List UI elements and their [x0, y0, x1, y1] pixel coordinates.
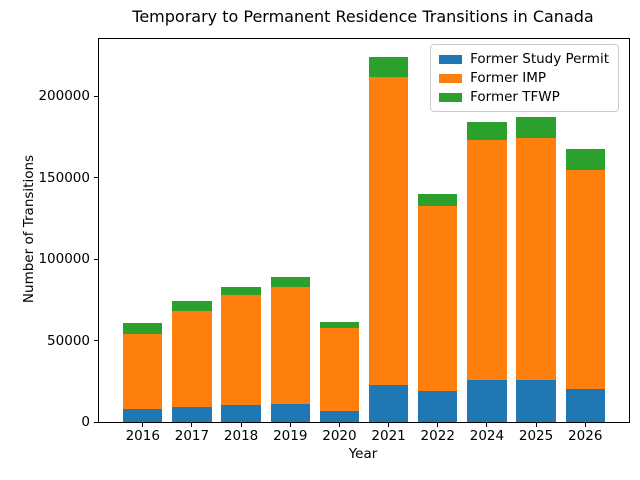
x-tick-mark — [388, 423, 390, 427]
x-tick-mark — [486, 423, 488, 427]
x-tick-label: 2025 — [518, 428, 554, 444]
x-tick-mark — [240, 423, 242, 427]
bar-segment-2021-former-imp — [368, 77, 409, 386]
x-tick-mark — [584, 423, 586, 427]
y-tick-mark — [94, 340, 98, 341]
bar-segment-2024-former-imp — [467, 140, 507, 381]
plot-area: 2016 2017 2018 2019 2020 2021 2022 2024 2025 2026… — [38, 38, 630, 444]
bar-segment-2016-former-study-permit — [123, 408, 163, 422]
x-tick-label: 2024 — [469, 428, 505, 444]
y-tick-label: 0 — [81, 414, 90, 430]
bar-segment-2017-former-study-permit — [172, 407, 212, 422]
x-axis-label: Year — [348, 446, 378, 462]
x-tick-mark — [289, 423, 291, 427]
y-axis-label: Number of Transitions — [21, 154, 37, 304]
y-tick-label: 50000 — [47, 332, 90, 349]
x-tick-label: 2020 — [322, 428, 357, 444]
bar-segment-2016-former-imp — [123, 334, 163, 409]
legend-entry: Former TFWP — [439, 89, 609, 105]
legend-entry: Former Study Permit — [439, 51, 609, 67]
x-tick-label: 2019 — [273, 428, 308, 444]
x-tick-label: 2022 — [420, 428, 455, 444]
bar-segment-2022-former-tfwp — [418, 193, 458, 207]
x-tick-mark — [437, 423, 439, 427]
y-tick-mark — [94, 95, 98, 97]
x-tick-mark — [338, 423, 340, 427]
bar-segment-2017-former-tfwp — [172, 300, 212, 312]
bar-segment-2022-former-imp — [418, 206, 458, 392]
x-tick-label: 2018 — [223, 428, 259, 444]
x-tick-mark — [191, 423, 193, 427]
legend-entry: Former IMP — [439, 70, 609, 86]
legend: Former Study Permit Former IMP Former TFWP — [430, 44, 619, 112]
bar-segment-2024-former-study-permit — [467, 380, 507, 422]
bar-segment-2025-former-tfwp — [516, 117, 556, 139]
bar-segment-2020-former-tfwp — [319, 321, 360, 329]
y-tick-mark — [94, 177, 98, 179]
y-tick-label: 200000 — [38, 88, 90, 105]
y-tick-mark — [94, 258, 98, 260]
bar-segment-2026-former-tfwp — [565, 149, 605, 171]
bar-segment-2025-former-study-permit — [516, 380, 556, 422]
legend-label: Former IMP — [470, 70, 547, 86]
x-tick-label: 2026 — [568, 428, 603, 444]
bar-segment-2021-former-tfwp — [368, 56, 409, 78]
y-tick-label: 150000 — [38, 169, 90, 186]
bar-segment-2016-former-tfwp — [123, 322, 163, 334]
legend-swatch-icon — [439, 73, 463, 83]
x-tick-label: 2016 — [125, 428, 160, 444]
bar-segment-2022-former-study-permit — [418, 391, 458, 422]
y-tick-label: 100000 — [38, 251, 90, 268]
legend-label: Former Study Permit — [470, 51, 609, 67]
bar-segment-2024-former-tfwp — [467, 122, 507, 141]
legend-swatch-icon — [439, 92, 463, 102]
bar-segment-2018-former-study-permit — [221, 404, 261, 422]
bar-segment-2019-former-study-permit — [270, 404, 310, 422]
bar-segment-2018-former-imp — [221, 294, 261, 405]
legend-label: Former TFWP — [470, 89, 560, 105]
bar-segment-2020-former-study-permit — [319, 410, 360, 422]
bar-segment-2019-former-imp — [270, 286, 310, 405]
x-tick-mark — [142, 423, 144, 427]
chart-title: Temporary to Permanent Residence Transit… — [132, 7, 594, 26]
y-tick-mark — [94, 421, 98, 423]
bar-segment-2026-former-imp — [565, 170, 605, 389]
bar-segment-2017-former-imp — [172, 311, 212, 408]
bar-segment-2020-former-imp — [319, 328, 360, 411]
x-tick-label: 2017 — [174, 428, 210, 444]
bar-segment-2025-former-imp — [516, 138, 556, 381]
x-tick-label: 2021 — [371, 428, 406, 444]
bar-segment-2026-former-study-permit — [565, 388, 605, 422]
legend-swatch-icon — [439, 54, 463, 64]
bar-segment-2018-former-tfwp — [221, 286, 261, 295]
bar-segment-2021-former-study-permit — [368, 385, 409, 422]
bar-segment-2019-former-tfwp — [270, 276, 310, 287]
x-tick-mark — [535, 423, 537, 427]
